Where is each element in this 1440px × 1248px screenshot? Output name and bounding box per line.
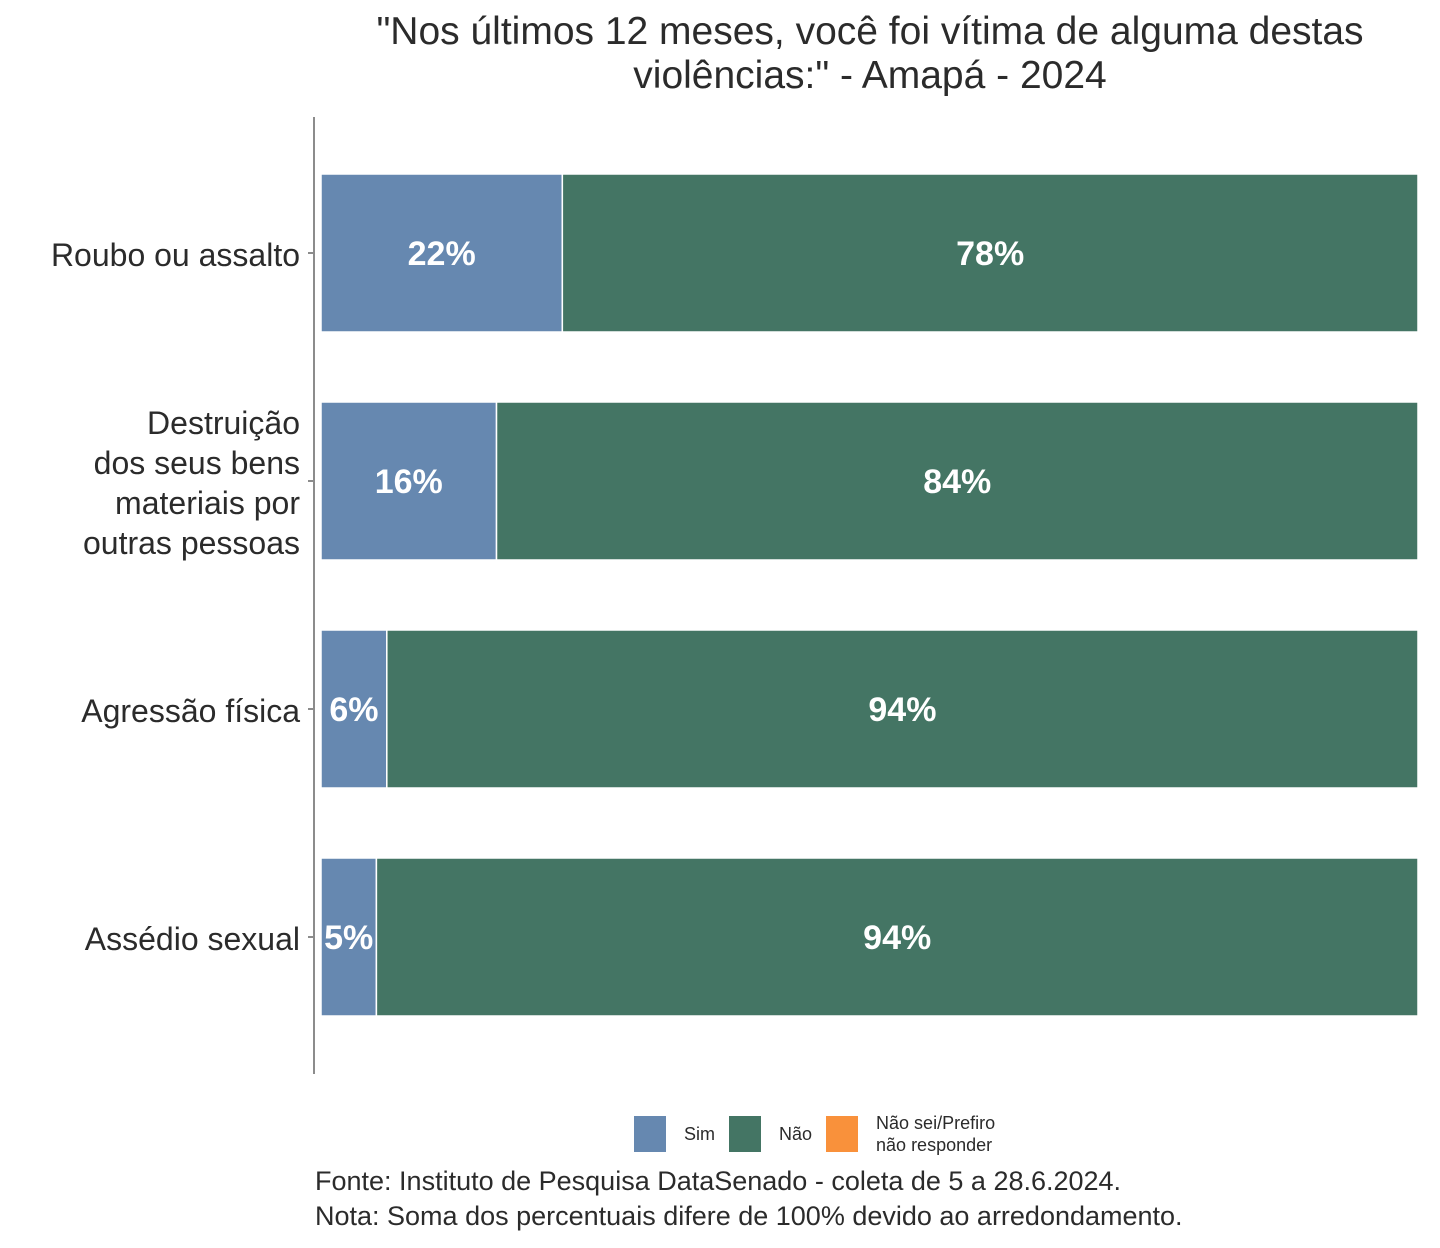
bar-segment-sim [320, 401, 498, 561]
chart-title-line-2: violências:" - Amapá - 2024 [633, 54, 1107, 97]
category-label: Destruição dos seus bens materiais por o… [82, 405, 300, 561]
legend-label-nao: Não [779, 1124, 813, 1144]
bar-segment-sim [320, 857, 378, 1017]
footer: Fonte: Instituto de Pesquisa DataSenado … [315, 1164, 1183, 1234]
chart-title-line-1: "Nos últimos 12 meses, você foi vítima d… [376, 10, 1364, 53]
bar-segment-n-o [375, 857, 1419, 1017]
category-label: Agressão física [81, 693, 300, 729]
legend: Sim Não Não sei/Prefiro não responder [634, 1112, 1009, 1156]
legend-label-sim: Sim [684, 1124, 715, 1144]
legend-swatch-nao [729, 1116, 761, 1152]
legend-swatch-sim [634, 1116, 666, 1152]
data-label: 84% [923, 463, 991, 501]
footer-note: Nota: Soma dos percentuais difere de 100… [315, 1201, 1183, 1231]
data-label: 5% [324, 919, 373, 957]
legend-swatch-nao-sei [826, 1116, 859, 1152]
data-label: 16% [375, 463, 443, 501]
footer-source: Fonte: Instituto de Pesquisa DataSenado … [315, 1166, 1122, 1196]
legend-item-sim: Sim [634, 1116, 715, 1152]
bar-segment-n-o [495, 401, 1419, 561]
bar-segment-sim [320, 173, 564, 333]
bar-segment-n-o [386, 629, 1419, 789]
data-label: 6% [329, 691, 378, 729]
data-label: 78% [956, 235, 1024, 273]
data-label: 94% [868, 691, 936, 729]
bar-segment-n-o [561, 173, 1419, 333]
legend-label-nao-sei: Não sei/Prefiro não responder [876, 1113, 996, 1155]
data-label: 94% [863, 919, 931, 957]
category-label: Assédio sexual [84, 921, 300, 957]
data-label: 22% [408, 235, 476, 273]
bar-segment-sim [320, 629, 388, 789]
chart-title: "Nos últimos 12 meses, você foi vítima d… [300, 10, 1440, 98]
legend-item-nao: Não [729, 1116, 812, 1152]
category-label: Roubo ou assalto [50, 237, 300, 273]
legend-item-nao-sei: Não sei/Prefiro não responder [826, 1112, 995, 1156]
